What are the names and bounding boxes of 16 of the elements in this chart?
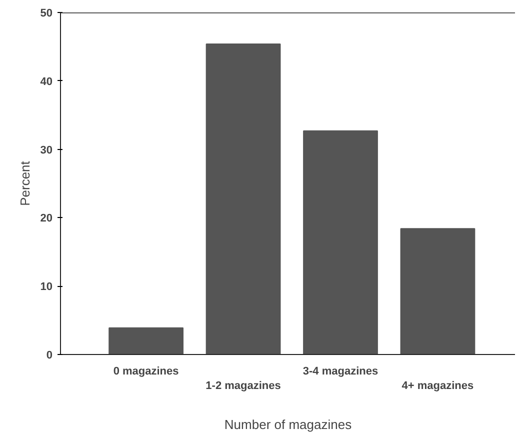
bar <box>206 43 281 354</box>
bar <box>108 327 184 354</box>
y-tick-label: 40 <box>40 76 53 88</box>
x-tick-label: 0 magazines <box>113 366 179 378</box>
x-tick-label: 1-2 magazines <box>206 380 281 392</box>
y-tick-label: 30 <box>40 144 53 156</box>
y-tick-label: 20 <box>40 212 53 225</box>
y-tick-label: 10 <box>40 281 53 294</box>
y-tick-label: 0 <box>46 350 53 362</box>
y-tick-label: 50 <box>40 8 53 20</box>
bar <box>400 228 476 354</box>
y-axis-title: Percent <box>17 160 32 206</box>
bar <box>303 130 378 354</box>
x-tick-label: 4+ magazines <box>402 380 474 392</box>
x-axis-title: Number of magazines <box>224 416 352 432</box>
x-tick-label: 3-4 magazines <box>302 366 378 378</box>
